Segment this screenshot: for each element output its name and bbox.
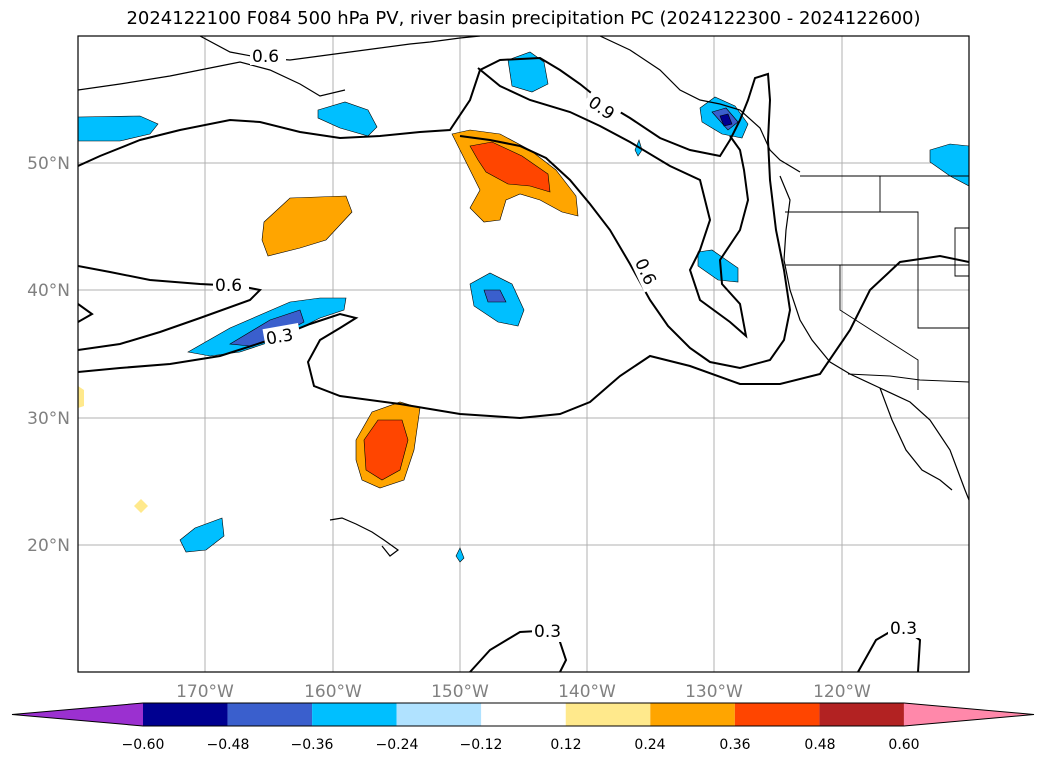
precip-region-north-core xyxy=(469,141,551,193)
alaska-panhandle-coast xyxy=(599,36,801,173)
pv-contour-0-9 xyxy=(477,67,750,339)
colorbar: −0.60 −0.48 −0.36 −0.24 −0.12 0.12 0.24 … xyxy=(11,702,1035,753)
contour-label: 0.3 xyxy=(265,325,295,349)
pv-contour-0-3-west xyxy=(78,254,969,420)
lon-label: 120°W xyxy=(813,682,871,702)
lon-label: 140°W xyxy=(558,682,616,702)
colorbar-segment xyxy=(481,703,566,726)
precip-region-mid-core xyxy=(483,289,507,303)
colorbar-segment xyxy=(12,703,143,726)
colorbar-segments xyxy=(11,702,1035,727)
colorbar-segment xyxy=(312,703,397,726)
colorbar-tick-label: 0.60 xyxy=(888,737,919,753)
colorbar-tick-label: −0.48 xyxy=(207,737,250,753)
precip-region-nw-negative xyxy=(78,115,159,142)
lat-label: 20°N xyxy=(27,536,70,556)
colorbar-outline xyxy=(11,702,1035,727)
colorbar-ticks: −0.60 −0.48 −0.36 −0.24 −0.12 0.12 0.24 … xyxy=(122,737,920,753)
colorbar-tick-label: −0.36 xyxy=(291,737,334,753)
map-frame xyxy=(77,35,970,673)
coastlines xyxy=(78,36,969,557)
colorbar-segment xyxy=(734,703,820,726)
precip-region-bc-deep xyxy=(719,113,733,127)
lat-label: 40°N xyxy=(27,281,70,301)
precip-region-small-positive xyxy=(134,499,148,513)
colorbar-segment xyxy=(819,703,904,726)
contour-label: 0.3 xyxy=(890,619,917,639)
colorbar-segment xyxy=(903,703,1034,726)
colorbar-tick-label: −0.12 xyxy=(460,737,503,753)
contour-label: 0.3 xyxy=(534,622,561,642)
precip-region-central-positive xyxy=(261,195,353,257)
colorbar-segment xyxy=(396,703,482,726)
contour-label: 0.6 xyxy=(215,276,242,296)
colorbar-segment xyxy=(143,703,228,726)
colorbar-tick-label: −0.60 xyxy=(122,737,165,753)
precip-region-gulf-negative xyxy=(317,101,378,137)
lon-label: 170°W xyxy=(176,682,234,702)
colorbar-segment xyxy=(650,703,735,726)
aleutian-coast xyxy=(78,61,346,97)
map-title: 2024122100 F084 500 hPa PV, river basin … xyxy=(126,8,921,29)
precip-region-north-negative xyxy=(507,51,549,93)
precip-region-or-negative xyxy=(697,249,739,283)
contour-label: 0.6 xyxy=(252,47,279,67)
lat-label: 50°N xyxy=(27,154,70,174)
precip-region-small-negative-2 xyxy=(455,547,465,563)
colorbar-tick-label: 0.36 xyxy=(719,737,750,753)
baja-coast xyxy=(879,387,953,491)
colorbar-segment xyxy=(227,703,313,726)
lon-label: 130°W xyxy=(685,682,743,702)
precip-shading xyxy=(78,51,969,563)
longitude-labels: 170°W 160°W 150°W 140°W 130°W 120°W xyxy=(176,682,871,702)
lon-label: 160°W xyxy=(304,682,362,702)
pacific-nw-coast xyxy=(779,175,969,501)
us-state-borders xyxy=(785,176,969,390)
hawaii-islands xyxy=(329,517,400,557)
precip-region-south-core xyxy=(363,419,409,481)
colorbar-tick-label: 0.48 xyxy=(804,737,835,753)
colorbar-tick-label: 0.12 xyxy=(550,737,581,753)
colorbar-segment xyxy=(565,703,651,726)
precip-region-edge-positive xyxy=(78,386,84,408)
precip-region-hawaii-negative xyxy=(179,517,225,553)
lon-label: 150°W xyxy=(431,682,489,702)
pv-contour-west-edge xyxy=(78,303,94,323)
pv-contour-0-6-north xyxy=(78,56,792,370)
colorbar-tick-label: 0.24 xyxy=(634,737,665,753)
lat-label: 30°N xyxy=(27,409,70,429)
borders xyxy=(785,175,969,390)
colorbar-tick-label: −0.24 xyxy=(376,737,419,753)
map-plot-area: 0.6 0.9 0.6 0.6 0.3 0.3 0.3 xyxy=(78,36,969,672)
pv-contour-0-6-west xyxy=(78,265,263,351)
latitude-labels: 50°N 40°N 30°N 20°N xyxy=(27,154,70,556)
precip-region-ne-negative xyxy=(929,143,969,187)
alaska-coast xyxy=(199,36,481,61)
mexico-border xyxy=(847,373,969,383)
